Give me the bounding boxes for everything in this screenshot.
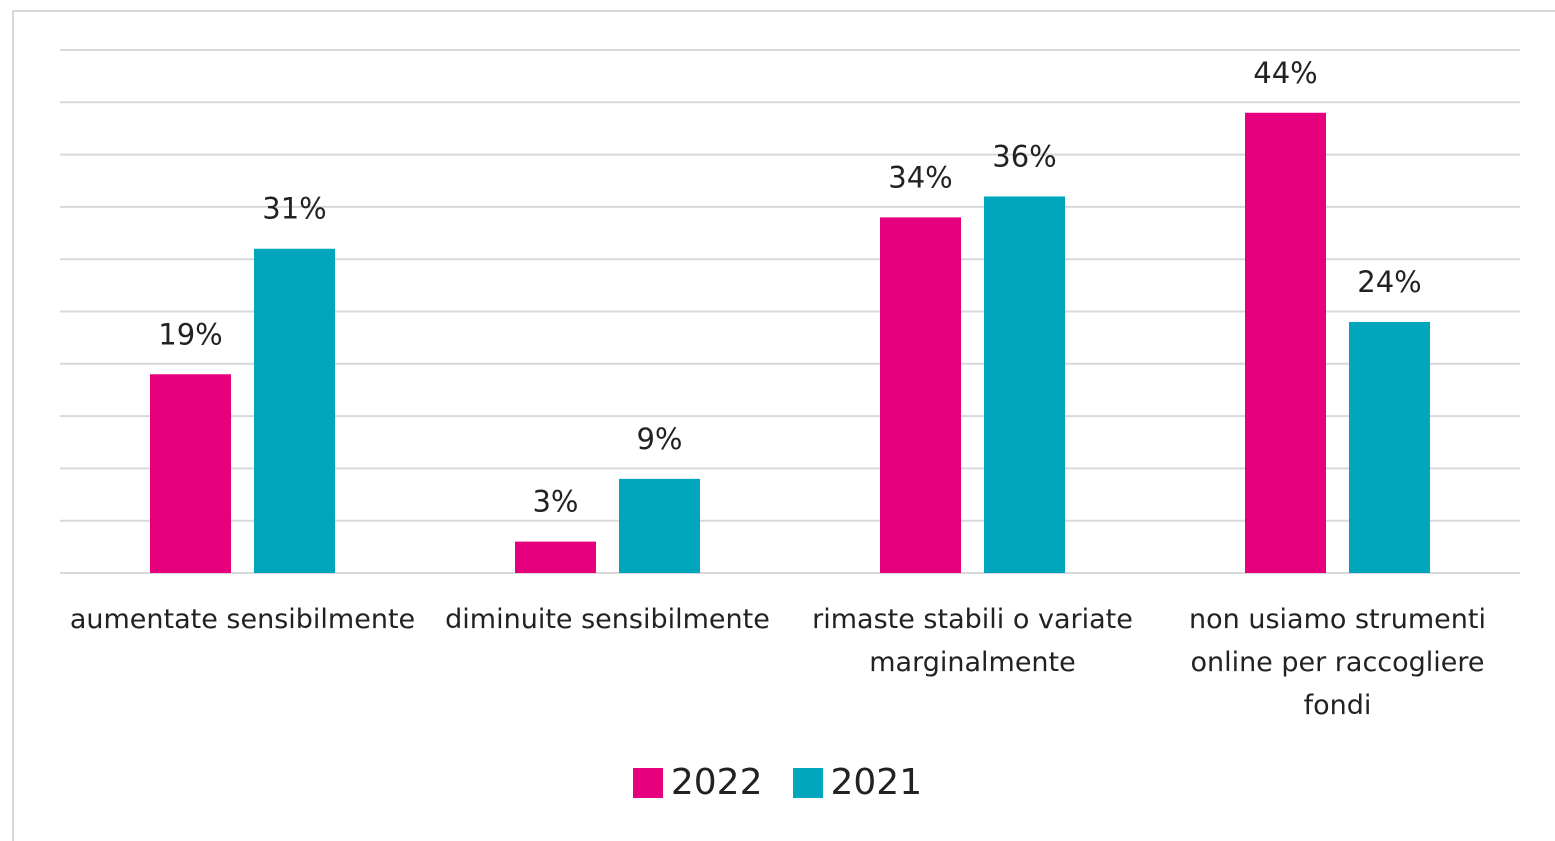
value-label: 44% bbox=[1253, 56, 1317, 90]
value-label: 3% bbox=[532, 485, 578, 519]
bar bbox=[254, 248, 335, 574]
legend-label: 2021 bbox=[830, 762, 923, 803]
value-label: 31% bbox=[262, 192, 326, 226]
value-label: 34% bbox=[888, 160, 952, 194]
value-label: 9% bbox=[636, 422, 682, 456]
legend-item: 2021 bbox=[792, 762, 923, 803]
x-tick-label: non usiamo strumenti online per raccogli… bbox=[1189, 604, 1486, 721]
frame bbox=[12, 10, 1555, 841]
bar bbox=[1245, 112, 1326, 573]
bar bbox=[515, 541, 596, 573]
value-label: 19% bbox=[158, 317, 222, 351]
legend-swatch bbox=[792, 767, 823, 798]
legend-item: 2022 bbox=[632, 762, 763, 803]
bar bbox=[880, 217, 961, 574]
value-label: 36% bbox=[992, 139, 1056, 173]
bar bbox=[619, 478, 700, 573]
legend-swatch bbox=[632, 767, 663, 798]
legend-label: 2022 bbox=[670, 762, 763, 803]
bar bbox=[984, 196, 1065, 573]
x-tick-label: aumentate sensibilmente bbox=[69, 604, 416, 635]
bar bbox=[150, 374, 231, 573]
value-label: 24% bbox=[1357, 265, 1421, 299]
bar bbox=[1349, 321, 1430, 573]
legend: 2022 2021 bbox=[0, 762, 1555, 803]
x-tick-label: diminuite sensibilmente bbox=[445, 604, 770, 635]
x-tick-label: rimaste stabili o variate marginalmente bbox=[812, 604, 1133, 678]
